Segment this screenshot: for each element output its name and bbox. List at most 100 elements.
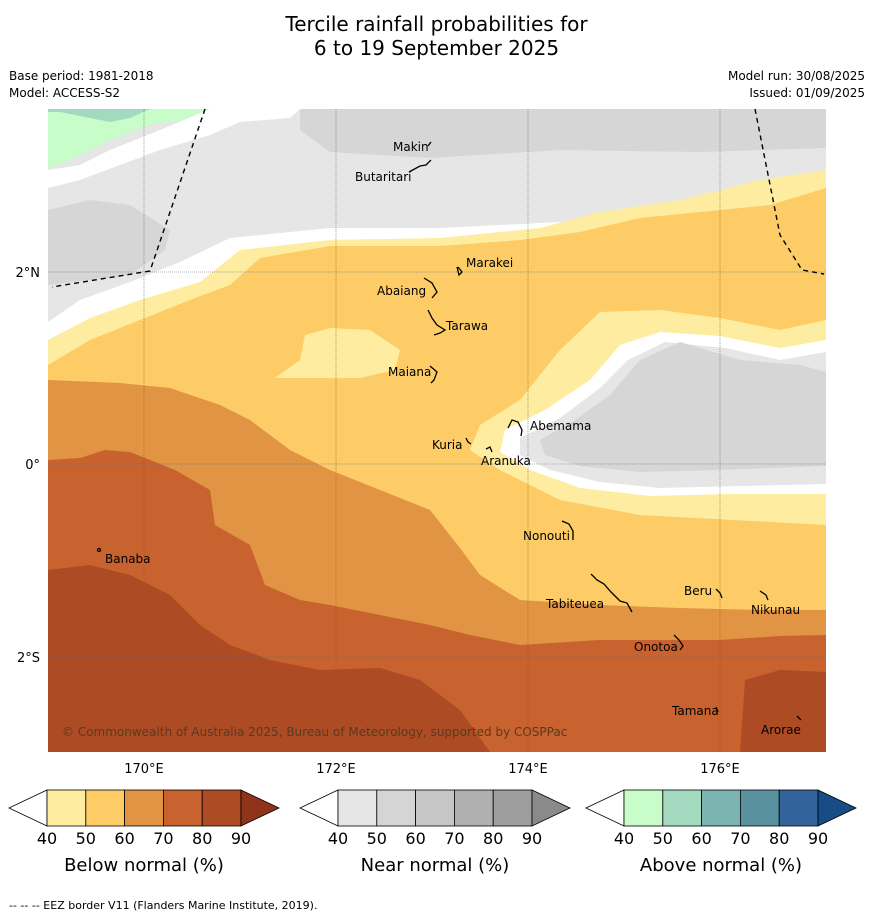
copyright-notice: © Commonwealth of Australia 2025, Bureau…: [62, 725, 567, 739]
model-run: Model run: 30/08/2025: [727, 69, 865, 83]
near-normal-50-60-zone-left: [48, 200, 170, 285]
above-colorbar-tick: 40: [614, 829, 634, 848]
base-period: Base period: 1981-2018: [9, 69, 154, 83]
colorbar-below-normal: 40 50 60 70 80 90: [8, 789, 280, 848]
above-normal-40-50-zone: [48, 109, 210, 168]
colorbar-near-label: Near normal (%): [361, 855, 510, 876]
lat-tick-2s: 2°S: [17, 651, 40, 666]
label-butaritari: Butaritari: [355, 170, 412, 184]
island-abaiang: [423, 277, 438, 299]
eez-border: [51, 108, 825, 288]
island-tamana: [715, 706, 719, 713]
island-nikunau: [759, 590, 769, 601]
below-colorbar-tick: 40: [37, 829, 57, 848]
near-colorbar-over-arrow: [531, 789, 571, 827]
island-aranuka: [485, 446, 493, 453]
below-colorbar-tick: 50: [76, 829, 96, 848]
near-normal-50-60-right: [540, 342, 826, 472]
lat-tick-2n: 2°N: [16, 266, 41, 281]
island-tarawa: [427, 309, 447, 336]
lat-axis: 2°N 0° 2°S: [16, 266, 41, 666]
model-name: Model: ACCESS-S2: [9, 86, 121, 100]
label-beru: Beru: [684, 584, 712, 598]
below-normal-80-90-zone-east: [740, 670, 826, 752]
island-tabiteuea: [590, 573, 633, 613]
label-marakei: Marakei: [466, 256, 513, 270]
label-abaiang: Abaiang: [377, 284, 426, 298]
probability-field: [48, 109, 826, 752]
label-banaba: Banaba: [105, 552, 151, 566]
near-colorbar-segment: [453, 789, 494, 827]
label-tabiteuea: Tabiteuea: [545, 597, 604, 611]
lon-tick-176: 176°E: [700, 762, 740, 777]
near-colorbar-tick: 60: [405, 829, 425, 848]
near-colorbar-segment: [492, 789, 533, 827]
label-kuria: Kuria: [432, 438, 463, 452]
above-colorbar-tick: 70: [730, 829, 750, 848]
below-colorbar-segment: [162, 789, 203, 827]
label-arorae: Arorae: [761, 723, 801, 737]
white-gap-top: [48, 109, 300, 188]
above-colorbar-tick: 90: [808, 829, 828, 848]
below-normal-40-50-patch: [275, 328, 400, 378]
near-colorbar-tick: 80: [483, 829, 503, 848]
below-colorbar-tick: 60: [114, 829, 134, 848]
islands: [96, 141, 802, 721]
lon-tick-174: 174°E: [508, 762, 548, 777]
island-banaba: [96, 547, 102, 553]
island-onotoa: [673, 634, 684, 651]
graticule: [48, 109, 826, 752]
below-colorbar-tick: 80: [192, 829, 212, 848]
below-normal-80-90-zone-south: [48, 680, 300, 752]
below-colorbar-tick: 90: [231, 829, 251, 848]
label-nikunau: Nikunau: [751, 603, 800, 617]
meta-left: Base period: 1981-2018 Model: ACCESS-S2: [9, 68, 154, 102]
island-marakei: [456, 266, 463, 277]
below-colorbar-over-arrow: [240, 789, 280, 827]
label-abemama: Abemama: [530, 419, 591, 433]
label-makin: Makin: [393, 140, 429, 154]
near-normal-50-60-zone-top: [300, 109, 826, 158]
near-colorbar-segment: [415, 789, 455, 827]
above-colorbar-tick: 50: [653, 829, 673, 848]
below-colorbar-segment: [124, 789, 164, 827]
above-colorbar-segment: [623, 789, 664, 827]
above-colorbar-over-arrow: [817, 789, 857, 827]
island-abemama: [507, 419, 523, 437]
lon-axis: 170°E 172°E 174°E 176°E: [124, 762, 740, 777]
below-colorbar-segment: [85, 789, 126, 827]
near-colorbar-segment: [337, 789, 378, 827]
above-colorbar-tick: 80: [769, 829, 789, 848]
label-nonouti: Nonouti: [523, 529, 570, 543]
label-tamana: Tamana: [671, 704, 719, 718]
above-colorbar-under-arrow: [585, 789, 625, 827]
above-colorbar-segment: [701, 789, 741, 827]
lon-tick-170: 170°E: [124, 762, 164, 777]
island-arorae: [796, 715, 802, 721]
title-line-1: Tercile rainfall probabilities for: [285, 12, 588, 36]
above-colorbar-segment: [740, 789, 780, 827]
label-maiana: Maiana: [388, 365, 431, 379]
below-colorbar-segment: [201, 789, 242, 827]
near-colorbar-tick: 40: [328, 829, 348, 848]
label-aranuka: Aranuka: [481, 454, 531, 468]
colorbar-near-normal: 40 50 60 70 80 90: [299, 789, 571, 848]
label-tarawa: Tarawa: [445, 319, 488, 333]
near-colorbar-segment: [376, 789, 416, 827]
label-onotoa: Onotoa: [634, 640, 678, 654]
title-line-2: 6 to 19 September 2025: [313, 36, 560, 60]
below-colorbar-under-arrow: [8, 789, 48, 827]
island-makin: [427, 141, 432, 147]
colorbar-below-label: Below normal (%): [64, 855, 224, 876]
issued-date: Issued: 01/09/2025: [749, 86, 865, 100]
colorbar-above-normal: 40 50 60 70 80 90: [585, 789, 857, 848]
below-colorbar-tick: 70: [153, 829, 173, 848]
island-kuria: [465, 437, 472, 445]
below-colorbar-segment: [46, 789, 87, 827]
lon-tick-172: 172°E: [316, 762, 356, 777]
eez-source-note: -- -- -- EEZ border V11 (Flanders Marine…: [9, 899, 318, 912]
island-maiana: [429, 365, 438, 384]
near-colorbar-tick: 50: [367, 829, 387, 848]
meta-right: Model run: 30/08/2025 Issued: 01/09/2025: [728, 68, 865, 102]
